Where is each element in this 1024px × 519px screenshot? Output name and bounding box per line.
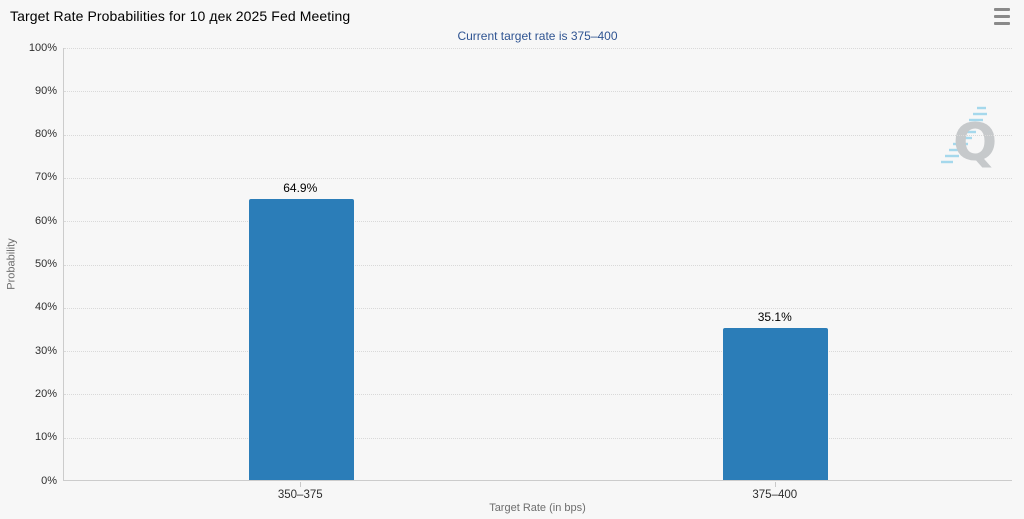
gridline [64, 351, 1012, 353]
y-axis-tick-label: 40% [34, 301, 57, 314]
x-axis-tick [774, 482, 776, 487]
y-axis-tick-label: 30% [34, 344, 57, 357]
bar-value-label: 35.1% [757, 310, 792, 325]
x-axis-category-label: 350–375 [277, 489, 323, 501]
quikstrike-logo-icon: Q [941, 106, 997, 173]
y-axis-tick-label: 60% [34, 214, 57, 227]
y-axis-tick-label: 90% [34, 84, 57, 97]
y-axis-tick-label: 70% [34, 171, 57, 184]
y-axis-tick-label: 80% [34, 128, 57, 141]
gridline [64, 177, 1012, 179]
bar-375–400[interactable] [723, 328, 829, 480]
plot-area: Q [63, 48, 1012, 481]
chart-title: Target Rate Probabilities for 10 дек 202… [10, 8, 351, 24]
gridline [64, 437, 1012, 439]
gridline [64, 134, 1012, 136]
gridline [64, 307, 1012, 309]
y-axis-tick-label: 50% [34, 258, 57, 270]
hamburger-menu-icon [994, 15, 1010, 18]
hamburger-menu-icon [994, 8, 1010, 11]
gridline [64, 264, 1012, 266]
chart-context-menu-button[interactable] [991, 7, 1013, 26]
x-axis-title: Target Rate (in bps) [489, 502, 586, 514]
x-axis-category-label: 375–400 [752, 489, 798, 501]
y-axis-tick-label: 20% [34, 387, 57, 400]
gridline [64, 48, 1012, 49]
y-axis-tick-label: 100% [28, 41, 57, 54]
x-axis-tick [300, 482, 302, 487]
bar-value-label: 64.9% [283, 180, 318, 195]
chart-subtitle: Current target rate is 375–400 [457, 29, 618, 43]
y-axis-tick-label: 0% [41, 474, 57, 487]
gridline [64, 221, 1012, 223]
y-axis-tick-label: 10% [34, 431, 57, 444]
quikstrike-logo: Q [936, 102, 1000, 173]
bar-350–375[interactable] [248, 198, 354, 480]
gridline [64, 91, 1012, 93]
svg-text:Q: Q [953, 113, 997, 172]
gridline [64, 394, 1012, 396]
hamburger-menu-icon [994, 22, 1010, 25]
